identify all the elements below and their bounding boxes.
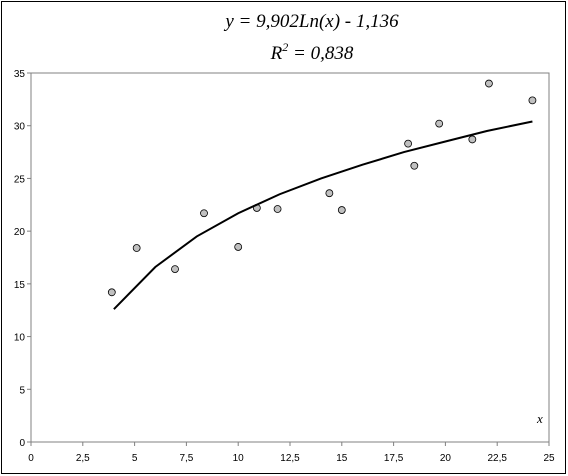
y-tick-label: 25 — [14, 174, 26, 185]
r-sup: 2 — [282, 40, 288, 54]
y-tick-label: 0 — [19, 438, 25, 449]
y-tick-label: 35 — [14, 69, 26, 80]
data-point — [435, 119, 444, 128]
x-tick-label: 17,5 — [384, 453, 404, 464]
x-tick-label: 22,5 — [487, 453, 507, 464]
data-point — [325, 189, 334, 198]
chart-subtitle: R2 = 0,838 — [270, 40, 354, 64]
x-tick-label: 10 — [233, 453, 245, 464]
y-tick-label: 15 — [14, 280, 26, 291]
data-point — [200, 209, 208, 218]
data-point — [171, 265, 179, 273]
y-tick-label: 5 — [19, 385, 25, 396]
x-tick-label: 20 — [440, 453, 452, 464]
data-point — [337, 206, 346, 214]
trendline — [113, 120, 533, 310]
y-tick-label: 30 — [14, 122, 26, 133]
x-tick-label: 0 — [28, 453, 34, 464]
plot-area — [30, 72, 550, 443]
chart-title: y = 9,902Ln(x) - 1,136 — [223, 11, 399, 32]
r-rest: = 0,838 — [288, 43, 354, 64]
y-tick-label: 20 — [14, 227, 26, 238]
data-point — [485, 79, 493, 88]
x-tick-label: 7,5 — [179, 453, 193, 464]
x-tick-label: 12,5 — [280, 453, 300, 464]
x-axis-label: x — [536, 411, 543, 426]
data-point — [273, 205, 282, 213]
data-point — [468, 135, 477, 144]
data-point — [528, 96, 537, 105]
x-tick-label: 5 — [132, 453, 138, 464]
data-point — [234, 243, 243, 251]
r-base: R — [270, 43, 283, 64]
data-point — [404, 139, 413, 148]
data-point — [132, 244, 141, 252]
x-tick-label: 25 — [543, 453, 555, 464]
data-point — [107, 288, 116, 297]
data-point — [410, 161, 419, 170]
x-tick-label: 2,5 — [76, 453, 90, 464]
x-tick-label: 15 — [336, 453, 348, 464]
y-tick-label: 10 — [14, 333, 26, 344]
